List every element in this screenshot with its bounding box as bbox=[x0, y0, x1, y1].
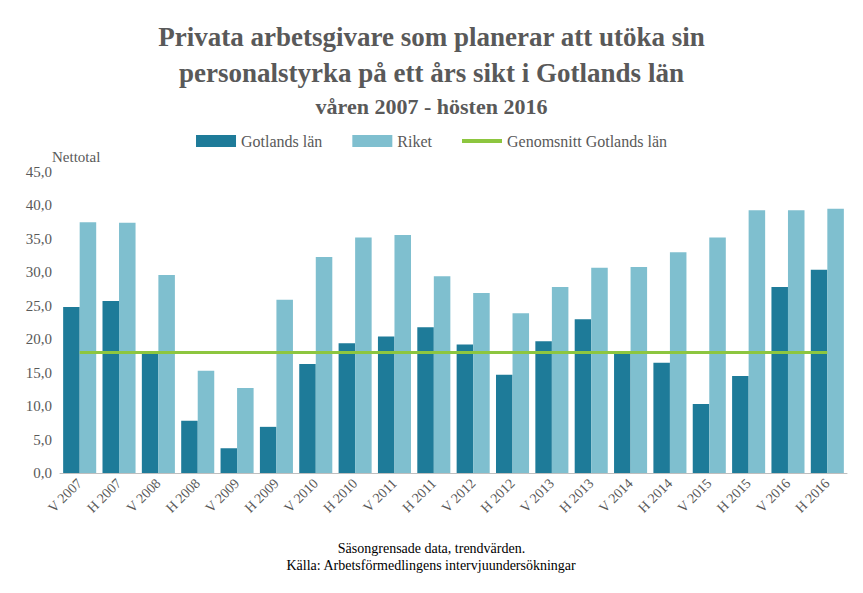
svg-text:V 2007: V 2007 bbox=[45, 476, 85, 516]
svg-text:10,0: 10,0 bbox=[26, 398, 52, 414]
svg-text:15,0: 15,0 bbox=[26, 365, 52, 381]
svg-text:V 2009: V 2009 bbox=[203, 476, 243, 516]
svg-text:0,0: 0,0 bbox=[33, 465, 52, 481]
svg-text:H 2016: H 2016 bbox=[793, 476, 833, 516]
svg-text:H 2009: H 2009 bbox=[242, 476, 282, 516]
svg-text:H 2010: H 2010 bbox=[320, 476, 360, 516]
svg-text:V 2012: V 2012 bbox=[439, 476, 479, 516]
svg-text:V 2014: V 2014 bbox=[596, 476, 636, 516]
svg-text:H 2007: H 2007 bbox=[84, 476, 124, 516]
svg-text:H 2011: H 2011 bbox=[399, 476, 439, 516]
svg-text:V 2015: V 2015 bbox=[675, 476, 715, 516]
svg-text:V 2008: V 2008 bbox=[124, 476, 164, 516]
svg-text:H 2008: H 2008 bbox=[163, 476, 203, 516]
svg-text:Genomsnitt Gotlands län: Genomsnitt Gotlands län bbox=[507, 133, 667, 150]
svg-text:H 2013: H 2013 bbox=[557, 476, 597, 516]
svg-text:35,0: 35,0 bbox=[26, 231, 52, 247]
svg-text:Riket: Riket bbox=[397, 133, 432, 150]
svg-text:H 2014: H 2014 bbox=[635, 476, 675, 516]
svg-text:Privata arbetsgivare som plane: Privata arbetsgivare som planerar att ut… bbox=[158, 22, 704, 52]
svg-text:personalstyrka på ett års sikt: personalstyrka på ett års sikt i Gotland… bbox=[179, 58, 684, 88]
svg-text:H 2012: H 2012 bbox=[478, 476, 518, 516]
svg-text:V 2010: V 2010 bbox=[281, 476, 321, 516]
svg-text:Gotlands län: Gotlands län bbox=[241, 133, 322, 150]
svg-text:V 2011: V 2011 bbox=[360, 476, 399, 515]
svg-text:Nettotal: Nettotal bbox=[52, 149, 100, 165]
svg-text:30,0: 30,0 bbox=[26, 264, 52, 280]
svg-text:Källa: Arbetsförmedlingens int: Källa: Arbetsförmedlingens intervjuunder… bbox=[286, 558, 576, 573]
svg-text:V 2013: V 2013 bbox=[517, 476, 557, 516]
svg-text:H 2015: H 2015 bbox=[714, 476, 754, 516]
svg-text:våren 2007 - hösten 2016: våren 2007 - hösten 2016 bbox=[316, 94, 548, 119]
svg-text:45,0: 45,0 bbox=[26, 164, 52, 180]
svg-text:V 2016: V 2016 bbox=[753, 476, 793, 516]
svg-text:20,0: 20,0 bbox=[26, 331, 52, 347]
svg-text:Säsongrensade data, trendvärde: Säsongrensade data, trendvärden. bbox=[338, 541, 525, 556]
svg-text:25,0: 25,0 bbox=[26, 298, 52, 314]
svg-text:5,0: 5,0 bbox=[33, 432, 52, 448]
svg-text:40,0: 40,0 bbox=[26, 197, 52, 213]
